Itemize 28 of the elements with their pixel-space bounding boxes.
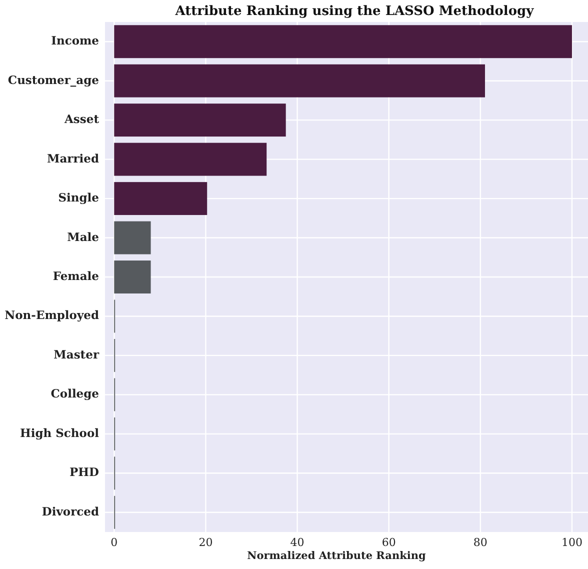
y-tick-label: Customer_age bbox=[8, 72, 99, 87]
y-tick-label: College bbox=[50, 386, 99, 401]
y-tick-label: Married bbox=[46, 151, 99, 166]
y-tick-label: Non-Employed bbox=[4, 308, 99, 322]
x-tick-label: 0 bbox=[110, 536, 118, 549]
y-tick-label: Female bbox=[52, 268, 99, 283]
y-tick-label: High School bbox=[20, 426, 100, 440]
x-tick-label: 20 bbox=[198, 536, 213, 549]
y-tick-label: Income bbox=[51, 34, 99, 48]
y-tick-label: Master bbox=[54, 347, 100, 362]
bar bbox=[114, 182, 208, 216]
bar bbox=[114, 260, 151, 294]
bar bbox=[114, 104, 286, 137]
y-tick-label: PHD bbox=[70, 465, 100, 480]
x-tick-label: 100 bbox=[561, 536, 582, 549]
bar bbox=[114, 64, 485, 98]
bar bbox=[114, 25, 572, 58]
x-tick-label: 60 bbox=[382, 536, 396, 549]
bar bbox=[114, 221, 151, 254]
y-tick-label: Male bbox=[67, 230, 99, 244]
y-tick-label: Asset bbox=[64, 112, 100, 126]
bar bbox=[114, 142, 267, 176]
x-tick-label: 40 bbox=[290, 536, 304, 549]
y-tick-label: Single bbox=[58, 190, 99, 205]
x-axis-title: Normalized Attribute Ranking bbox=[247, 550, 426, 562]
x-tick-label: 80 bbox=[473, 536, 488, 549]
y-tick-label: Divorced bbox=[42, 504, 99, 518]
chart-title: Attribute Ranking using the LASSO Methodology bbox=[174, 4, 534, 19]
